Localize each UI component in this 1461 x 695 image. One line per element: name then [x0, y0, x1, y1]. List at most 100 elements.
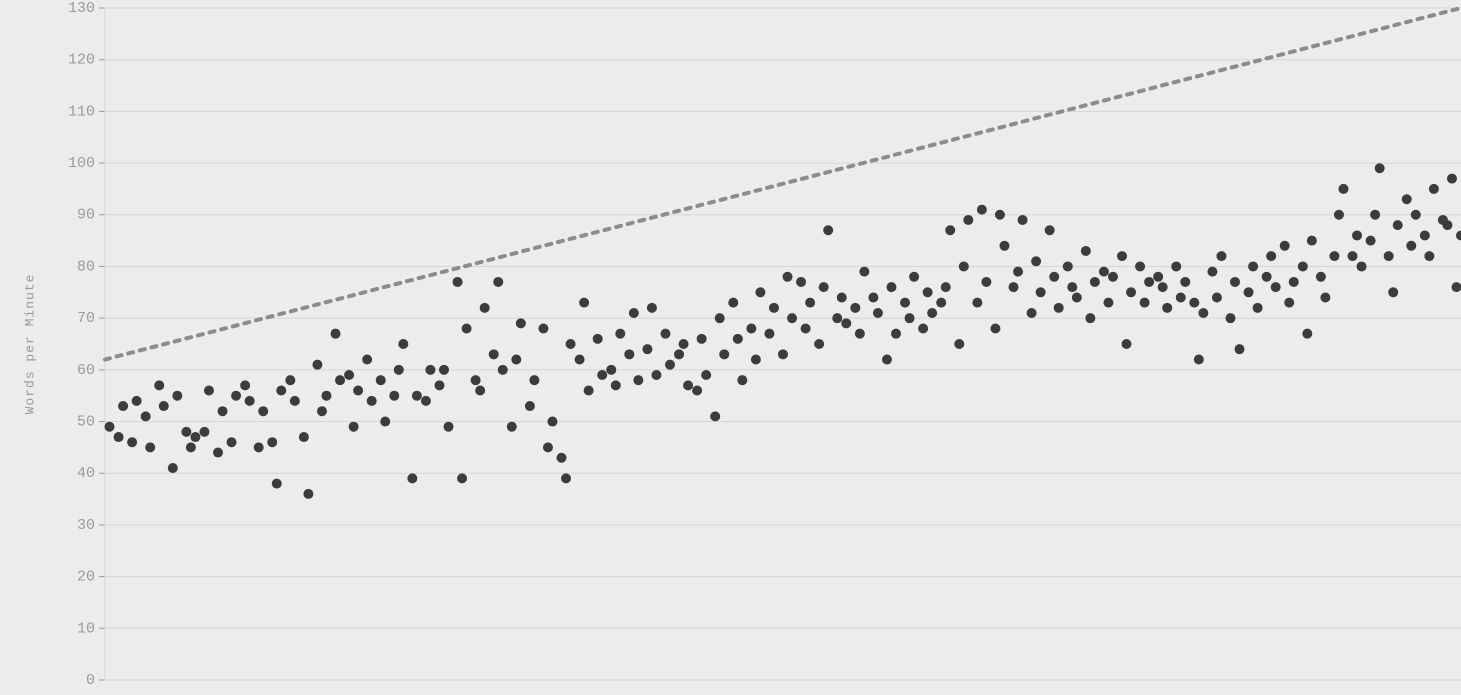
data-point — [367, 396, 377, 406]
data-point — [679, 339, 689, 349]
data-point — [168, 463, 178, 473]
y-tick-label: 90 — [77, 207, 95, 224]
data-point — [579, 298, 589, 308]
data-point — [814, 339, 824, 349]
data-point — [918, 323, 928, 333]
data-point — [1212, 292, 1222, 302]
data-point — [566, 339, 576, 349]
data-point — [660, 329, 670, 339]
data-point — [525, 401, 535, 411]
data-point — [276, 386, 286, 396]
data-point — [1230, 277, 1240, 287]
data-point — [728, 298, 738, 308]
data-point — [213, 448, 223, 458]
data-point — [245, 396, 255, 406]
data-point — [439, 365, 449, 375]
data-point — [1406, 241, 1416, 251]
data-point — [819, 282, 829, 292]
data-point — [1085, 313, 1095, 323]
data-point — [132, 396, 142, 406]
data-point — [154, 380, 164, 390]
data-point — [516, 318, 526, 328]
data-point — [312, 360, 322, 370]
data-point — [1171, 261, 1181, 271]
data-point — [873, 308, 883, 318]
data-point — [737, 375, 747, 385]
y-tick-label: 30 — [77, 517, 95, 534]
data-point — [778, 349, 788, 359]
data-point — [746, 323, 756, 333]
data-point — [507, 422, 517, 432]
data-point — [1352, 230, 1362, 240]
data-point — [923, 287, 933, 297]
wpm-scatter-chart: 0102030405060708090100110120130Words per… — [0, 0, 1461, 695]
data-point — [674, 349, 684, 359]
data-point — [832, 313, 842, 323]
data-point — [407, 473, 417, 483]
data-point — [181, 427, 191, 437]
data-point — [1370, 210, 1380, 220]
data-point — [272, 479, 282, 489]
data-point — [575, 355, 585, 365]
data-point — [701, 370, 711, 380]
data-point — [434, 380, 444, 390]
data-point — [1067, 282, 1077, 292]
data-point — [1031, 256, 1041, 266]
data-point — [267, 437, 277, 447]
data-point — [471, 375, 481, 385]
y-tick-label: 0 — [86, 672, 95, 689]
data-point — [909, 272, 919, 282]
data-point — [683, 380, 693, 390]
data-point — [715, 313, 725, 323]
data-point — [1216, 251, 1226, 261]
data-point — [561, 473, 571, 483]
data-point — [1189, 298, 1199, 308]
data-point — [1284, 298, 1294, 308]
data-point — [1036, 287, 1046, 297]
data-point — [1235, 344, 1245, 354]
data-point — [1207, 267, 1217, 277]
data-point — [995, 210, 1005, 220]
data-point — [335, 375, 345, 385]
data-point — [1420, 230, 1430, 240]
data-point — [1334, 210, 1344, 220]
data-point — [977, 205, 987, 215]
data-point — [258, 406, 268, 416]
data-point — [1099, 267, 1109, 277]
data-point — [764, 329, 774, 339]
data-point — [1126, 287, 1136, 297]
data-point — [462, 323, 472, 333]
data-point — [999, 241, 1009, 251]
data-point — [1366, 236, 1376, 246]
y-axis-title: Words per Minute — [22, 274, 37, 415]
data-point — [547, 417, 557, 427]
data-point — [855, 329, 865, 339]
data-point — [624, 349, 634, 359]
data-point — [755, 287, 765, 297]
data-point — [425, 365, 435, 375]
data-point — [254, 442, 264, 452]
data-point — [733, 334, 743, 344]
data-point — [1316, 272, 1326, 282]
data-point — [317, 406, 327, 416]
data-point — [751, 355, 761, 365]
data-point — [1307, 236, 1317, 246]
data-point — [1176, 292, 1186, 302]
data-point — [1013, 267, 1023, 277]
data-point — [805, 298, 815, 308]
data-point — [190, 432, 200, 442]
y-tick-label: 100 — [68, 155, 95, 172]
data-point — [859, 267, 869, 277]
data-point — [850, 303, 860, 313]
data-point — [1357, 261, 1367, 271]
data-point — [1280, 241, 1290, 251]
data-point — [105, 422, 115, 432]
data-point — [457, 473, 467, 483]
data-point — [1122, 339, 1132, 349]
data-point — [475, 386, 485, 396]
data-point — [868, 292, 878, 302]
data-point — [905, 313, 915, 323]
y-tick-label: 130 — [68, 0, 95, 17]
data-point — [900, 298, 910, 308]
data-point — [959, 261, 969, 271]
